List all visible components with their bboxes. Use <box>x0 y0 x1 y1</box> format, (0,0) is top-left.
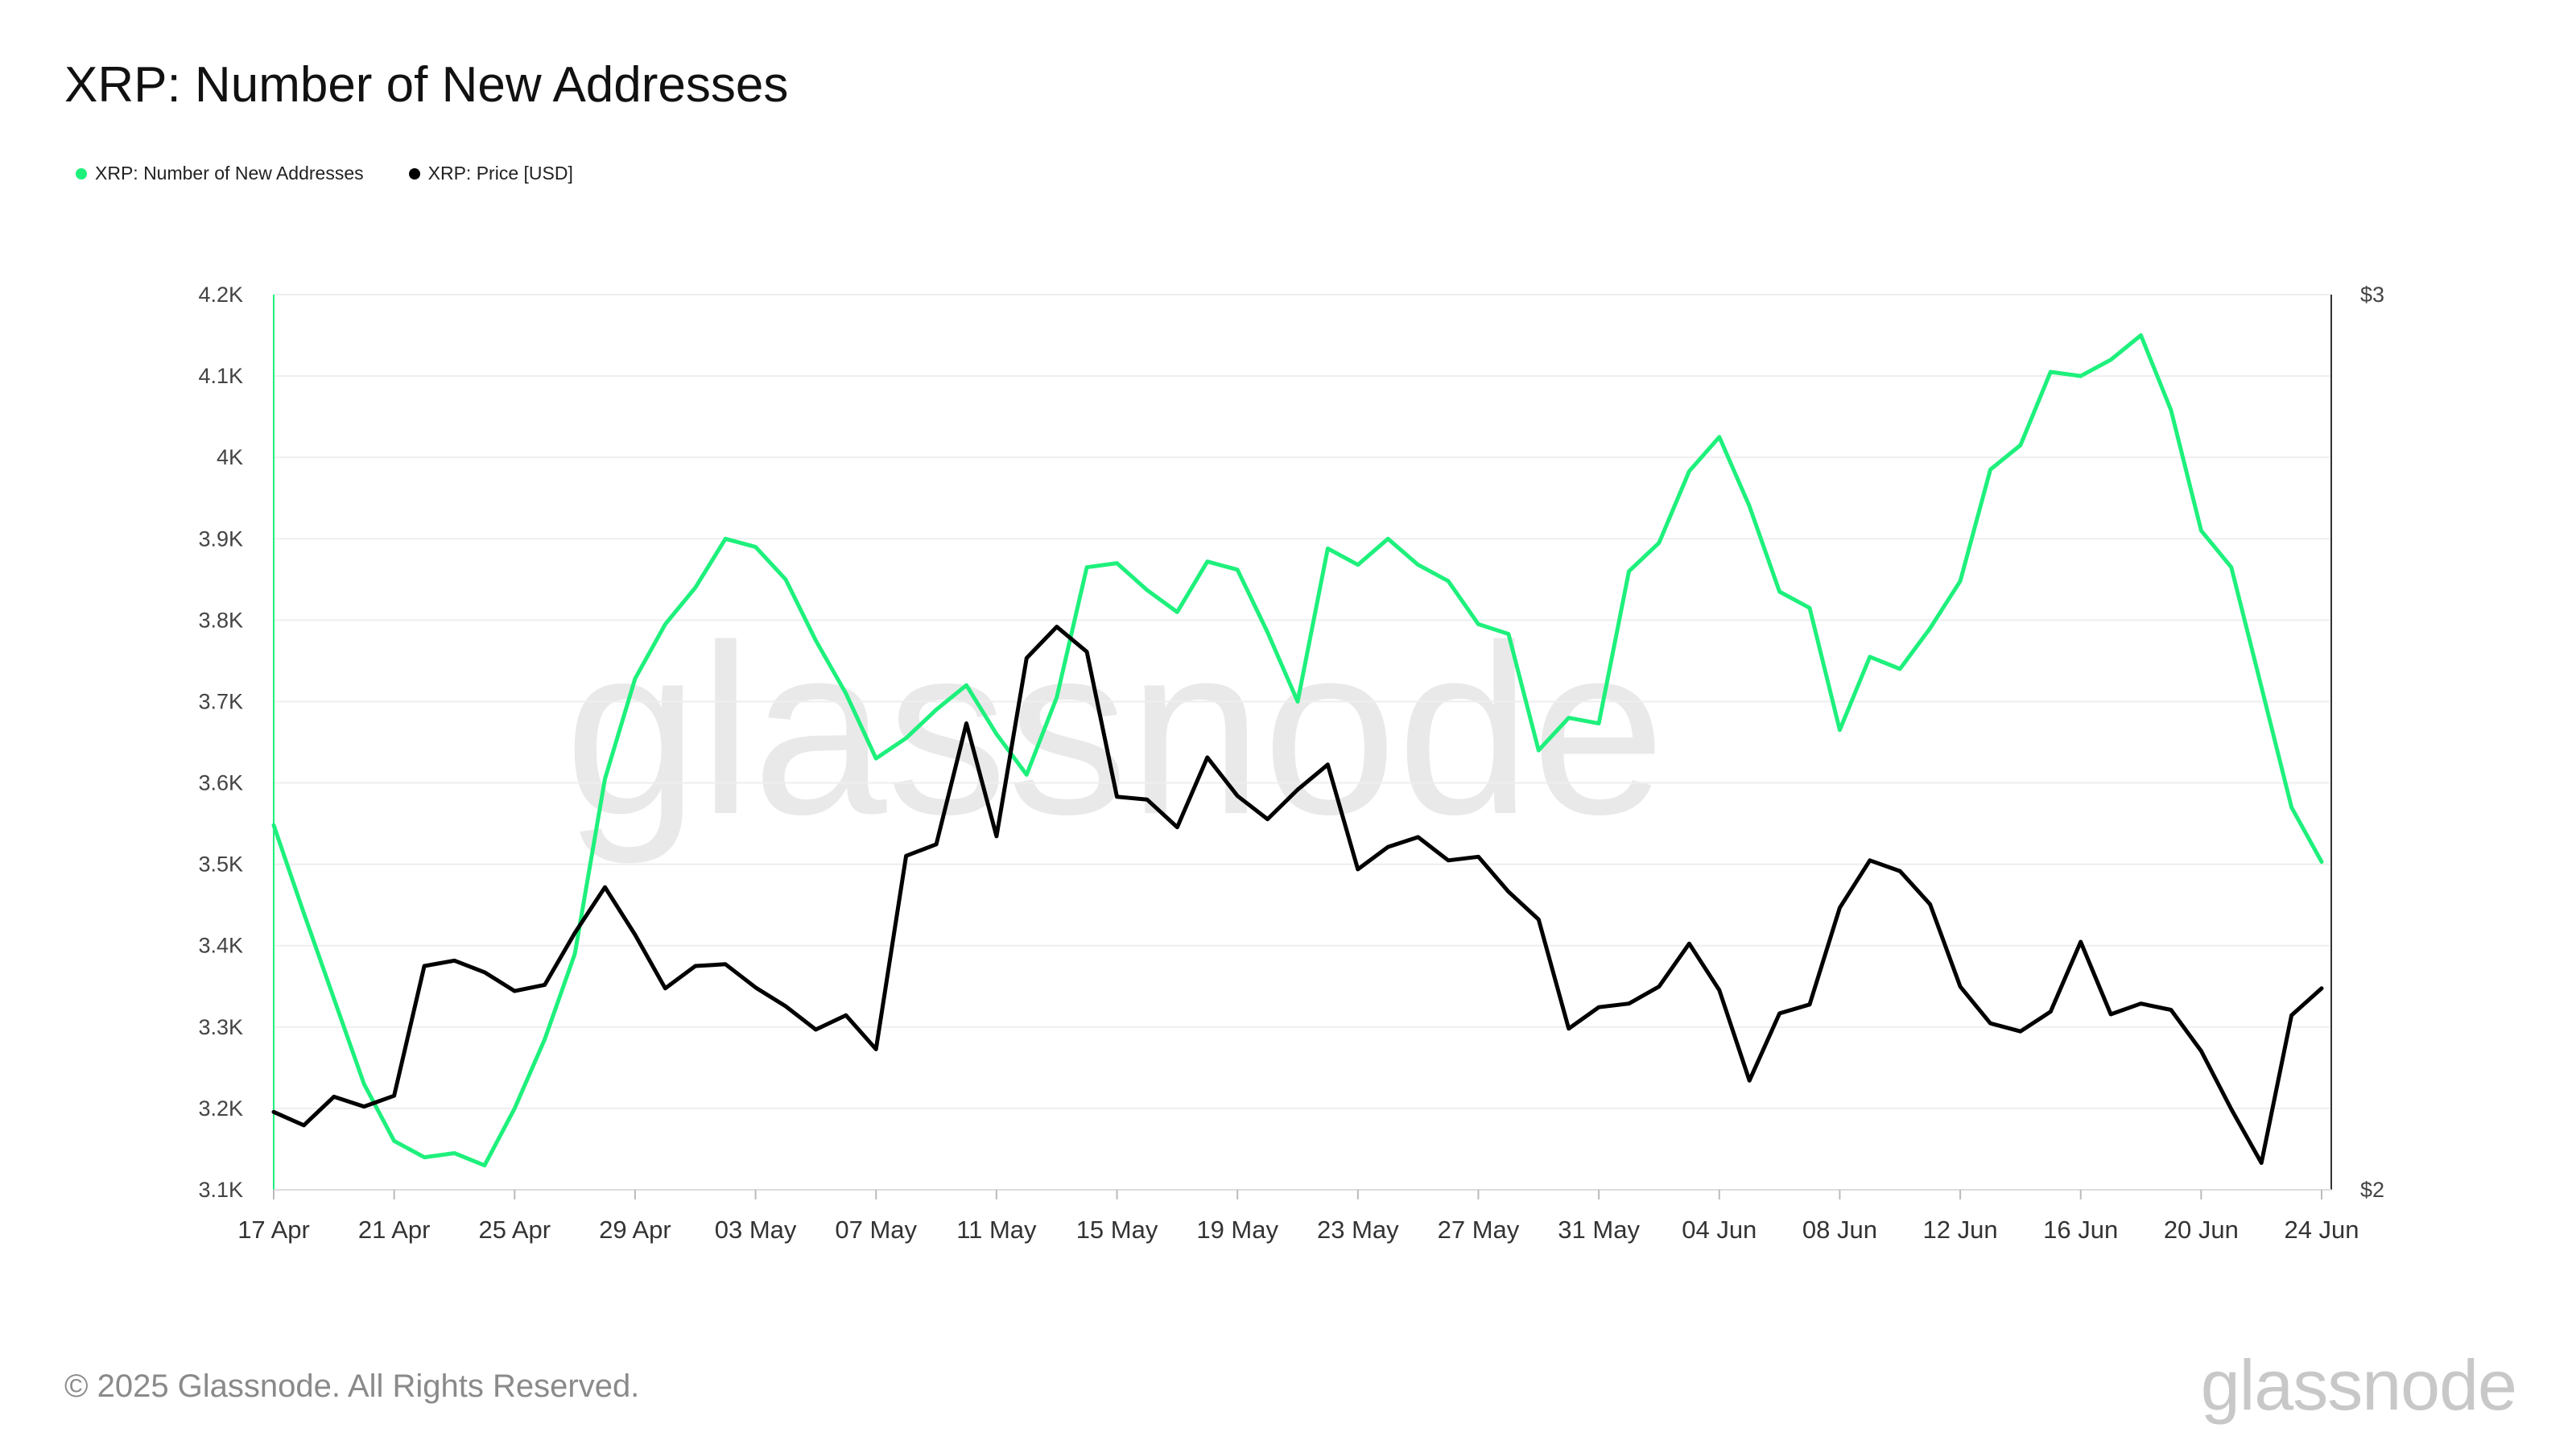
y-left-tick-label: 4.1K <box>198 364 243 388</box>
axes <box>273 295 2332 1191</box>
x-tick-label: 23 May <box>1317 1216 1399 1244</box>
legend-item-price[interactable]: XRP: Price [USD] <box>408 163 573 184</box>
x-ticks: 17 Apr 21 Apr 25 Apr 29 Apr 03 May 07 May 11 M… <box>237 1190 2359 1244</box>
series-lines <box>271 333 2324 1168</box>
chart-title: XRP: Number of New Addresses <box>64 57 789 113</box>
y-left-tick-label: 3.1K <box>198 1178 243 1202</box>
y-left-tick-label: 3.5K <box>198 852 243 877</box>
x-tick-label: 08 Jun <box>1802 1216 1877 1244</box>
x-tick-label: 27 May <box>1438 1216 1520 1244</box>
x-tick-label: 29 Apr <box>599 1216 671 1244</box>
x-tick-label: 03 May <box>715 1216 797 1244</box>
y-left-ticks: 3.1K 3.2K 3.3K 3.4K 3.5K 3.6K 3.7K 3.8K 3.9K 4K 4.… <box>198 283 243 1202</box>
legend-label-addresses: XRP: Number of New Addresses <box>95 163 364 184</box>
y-right-ticks: $2 $3 <box>2360 283 2384 1202</box>
y-left-tick-label: 3.6K <box>198 771 243 795</box>
y-left-tick-label: 3.4K <box>198 934 243 958</box>
legend-dot-price <box>408 167 420 180</box>
legend-item-addresses[interactable]: XRP: Number of New Addresses <box>76 163 364 184</box>
y-left-tick-label: 3.3K <box>198 1015 243 1039</box>
x-tick-label: 12 Jun <box>1923 1216 1998 1244</box>
x-tick-label: 11 May <box>956 1216 1037 1244</box>
legend-label-price: XRP: Price [USD] <box>427 163 573 184</box>
x-tick-label: 15 May <box>1076 1216 1158 1244</box>
series-line-new-addresses <box>271 333 2324 1168</box>
legend-dot-addresses <box>76 167 87 180</box>
y-right-tick-label: $2 <box>2360 1178 2384 1202</box>
copyright-notice: © 2025 Glassnode. All Rights Reserved. <box>64 1368 640 1404</box>
y-left-tick-label: 3.9K <box>198 526 243 551</box>
x-tick-label: 31 May <box>1558 1216 1640 1244</box>
x-tick-label: 20 Jun <box>2164 1216 2239 1244</box>
x-tick-label: 25 Apr <box>478 1216 551 1244</box>
y-left-tick-label: 4K <box>217 445 243 469</box>
y-left-tick-label: 3.2K <box>198 1096 243 1121</box>
glassnode-logo: glassnode <box>2200 1345 2517 1425</box>
y-left-tick-label: 4.2K <box>198 283 243 307</box>
x-tick-label: 04 Jun <box>1682 1216 1757 1244</box>
y-left-tick-label: 3.7K <box>198 689 243 713</box>
x-tick-label: 16 Jun <box>2043 1216 2118 1244</box>
x-tick-label: 07 May <box>835 1216 917 1244</box>
watermark: glassnode <box>564 594 1666 866</box>
x-tick-label: 17 Apr <box>237 1216 310 1244</box>
y-right-tick-label: $3 <box>2360 283 2384 307</box>
legend: XRP: Number of New Addresses XRP: Price … <box>76 163 573 184</box>
x-tick-label: 19 May <box>1196 1216 1278 1244</box>
x-tick-label: 21 Apr <box>358 1216 431 1244</box>
series-line-price <box>271 625 2324 1166</box>
x-tick-label: 24 Jun <box>2284 1216 2359 1244</box>
y-left-tick-label: 3.8K <box>198 608 243 632</box>
